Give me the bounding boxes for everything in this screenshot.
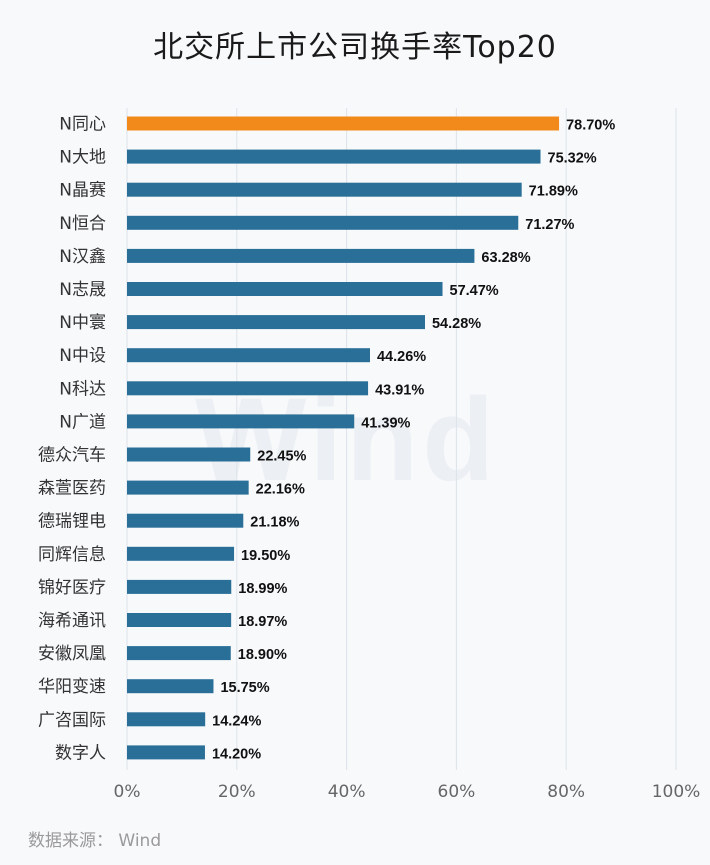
- category-label: 同辉信息: [38, 545, 106, 565]
- category-label: N恒合: [59, 214, 106, 234]
- data-label: 18.99%: [238, 581, 287, 597]
- value-labels: 78.70% 75.32% 71.89% 71.27% 63.28% 57.47% 54.2…: [212, 118, 615, 763]
- bar: [127, 513, 244, 528]
- data-label: 71.89%: [529, 184, 578, 200]
- category-labels: N同心 N大地 N晶赛 N恒合 N汉鑫 N志晟 N中寰 N中设 N科达 N广道德众汽车森萱医药德瑞…: [38, 115, 106, 764]
- bar: [127, 348, 370, 363]
- bar: [127, 381, 369, 396]
- bar: [127, 315, 425, 330]
- x-tick-label: 20%: [218, 782, 256, 802]
- data-label: 18.90%: [238, 647, 287, 663]
- data-label: 22.45%: [257, 449, 306, 465]
- source-note: 数据来源： Wind: [28, 831, 162, 851]
- gridlines: [126, 108, 677, 770]
- category-label: N广道: [59, 412, 106, 432]
- data-label: 63.28%: [481, 250, 530, 266]
- data-label: 43.91%: [375, 382, 424, 398]
- data-label: 44.26%: [377, 349, 426, 365]
- bar: [127, 282, 443, 296]
- category-label: 安徽凤凰: [38, 644, 106, 664]
- data-label: 19.50%: [241, 548, 290, 564]
- bar: [127, 712, 206, 727]
- bar: [127, 613, 232, 627]
- x-tick-label: 100%: [652, 782, 701, 802]
- category-label: 森萱医药: [38, 479, 106, 499]
- x-tick-label: 0%: [114, 782, 141, 802]
- category-label: N汉鑫: [59, 247, 106, 267]
- category-label: 德瑞锂电: [38, 512, 106, 532]
- bars: [127, 116, 560, 760]
- bar: [127, 447, 251, 462]
- bar: [127, 182, 522, 197]
- data-label: 71.27%: [525, 217, 574, 233]
- bar: [127, 149, 541, 164]
- category-label: N大地: [59, 148, 106, 168]
- category-label: 德众汽车: [38, 446, 106, 466]
- x-axis-ticks: 0% 20% 40% 60% 80% 100%: [114, 782, 701, 802]
- data-label: 41.39%: [361, 415, 410, 431]
- data-label: 14.24%: [212, 713, 261, 729]
- bar: [127, 116, 560, 131]
- bar: [127, 414, 355, 429]
- bar: [127, 646, 231, 661]
- data-label: 78.70%: [566, 118, 615, 134]
- bar: [127, 745, 205, 760]
- data-label: 57.47%: [450, 283, 499, 299]
- category-label: N中设: [59, 346, 106, 366]
- category-label: 锦好医疗: [38, 578, 106, 598]
- data-label: 54.28%: [432, 316, 481, 332]
- bar: [127, 579, 232, 594]
- category-label: N中寰: [59, 312, 106, 333]
- data-label: 22.16%: [256, 482, 305, 498]
- category-label: N志晟: [59, 280, 106, 300]
- category-label: 华阳变速: [38, 677, 106, 697]
- x-tick-label: 40%: [328, 782, 366, 802]
- data-label: 18.97%: [238, 614, 287, 630]
- x-tick-label: 60%: [438, 782, 476, 802]
- data-label: 14.20%: [212, 746, 261, 762]
- data-label: 15.75%: [220, 680, 269, 696]
- data-label: 21.18%: [250, 515, 299, 531]
- category-label: N晶赛: [59, 180, 106, 201]
- category-label: N同心: [59, 115, 106, 135]
- bar: [127, 546, 235, 561]
- category-label: 海希通讯: [38, 611, 106, 631]
- category-label: 数字人: [55, 743, 106, 763]
- bar: [127, 215, 519, 230]
- category-label: 广咨国际: [38, 710, 106, 730]
- chart-title: 北交所上市公司换手率Top20: [153, 30, 557, 65]
- bar: [127, 679, 214, 694]
- category-label: N科达: [59, 379, 106, 399]
- x-tick-label: 80%: [547, 782, 585, 802]
- bar: [127, 248, 475, 263]
- bar: [127, 480, 249, 495]
- data-label: 75.32%: [548, 151, 597, 167]
